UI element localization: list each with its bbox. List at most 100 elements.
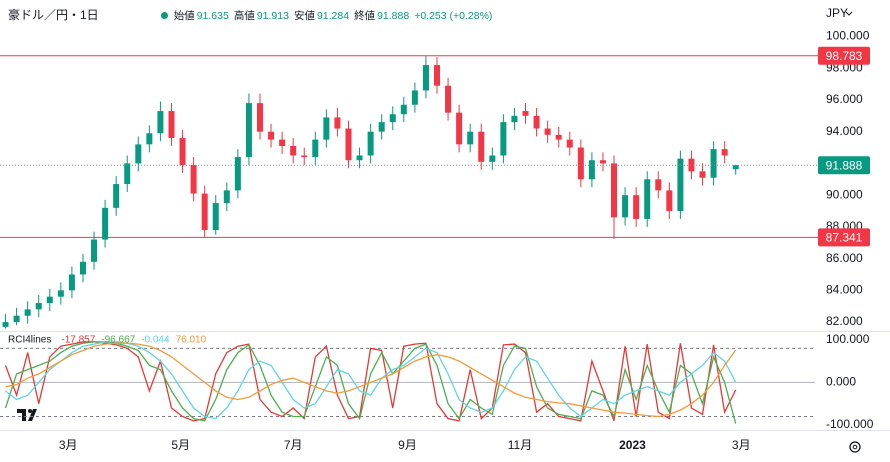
candle-body: [179, 138, 186, 165]
candle-body: [422, 65, 429, 91]
y-tick-label: 94.000: [826, 124, 863, 138]
candle-body: [113, 184, 120, 208]
y-tick-label: 100.000: [826, 29, 870, 43]
candle-body: [500, 122, 507, 156]
candle-body: [334, 117, 341, 129]
candle-body: [13, 315, 20, 323]
tv-logo: [17, 409, 37, 421]
rci-line: [5, 342, 737, 418]
candle-body: [445, 85, 452, 113]
candle-body: [190, 165, 197, 194]
candle-body: [234, 157, 241, 191]
rci-line: [4, 341, 737, 424]
candle-body: [655, 179, 662, 191]
candle-body: [356, 155, 363, 161]
candle-body: [400, 104, 407, 115]
candle-body: [544, 128, 551, 135]
level-tag: [818, 228, 870, 247]
x-tick-label: 9月: [398, 438, 417, 452]
change-label: +0.253 (+0.28%): [414, 10, 493, 22]
indicator-value: -96.667: [101, 335, 135, 346]
candle-body: [666, 190, 673, 212]
candle-body: [57, 290, 64, 297]
candle-body: [256, 103, 263, 132]
candle-body: [168, 111, 175, 139]
indicator-title: RCI4lines: [8, 335, 51, 346]
candle-body: [367, 131, 374, 156]
indicator-value: 76.010: [176, 335, 207, 346]
candle-body: [533, 115, 540, 129]
candle-body: [522, 111, 529, 116]
header: 豪ドル／円・1日 始値 91.635 高値 91.913 安値 91.284 終値 91.888…: [8, 6, 497, 23]
candle-body: [79, 261, 86, 275]
level-label: 98.783: [826, 49, 863, 63]
x-tick-label: 11月: [508, 438, 532, 452]
last-price-label: 91.888: [826, 158, 863, 172]
candle-body: [588, 160, 595, 180]
candle-body: [644, 179, 651, 219]
x-tick-label: 5月: [171, 438, 190, 452]
level-label: 87.341: [826, 231, 863, 245]
candle-body: [511, 115, 518, 123]
y-tick-label: 96.000: [826, 92, 863, 106]
candle-body: [24, 309, 31, 316]
candle-body: [732, 165, 739, 170]
indicator-value: -0.044: [141, 335, 170, 346]
ohlc-value: 91.284: [316, 10, 350, 22]
indicator-value: -17.857: [61, 335, 95, 346]
candle-body: [91, 239, 98, 262]
candle-body: [478, 131, 485, 162]
candle-body: [434, 65, 441, 86]
candle-body: [467, 131, 474, 145]
ohlc-label: 終値: [354, 10, 376, 22]
candle-body: [633, 195, 640, 219]
last-price-tag: [818, 156, 870, 175]
candle-body: [268, 131, 275, 140]
ohlc-value: 91.635: [196, 10, 229, 22]
candle-body: [710, 149, 717, 178]
candle-body: [102, 207, 109, 240]
chart-title: 豪ドル／円・1日: [8, 8, 99, 22]
candle-body: [46, 296, 53, 304]
candle-body: [721, 149, 728, 156]
x-tick-label: 3月: [59, 438, 78, 452]
level-tag: [818, 46, 870, 65]
candle-body: [555, 134, 562, 140]
candle-body: [223, 190, 230, 204]
y-tick-label: 90.000: [826, 187, 863, 201]
candle-body: [699, 171, 706, 178]
y-tick-label: 84.000: [826, 283, 863, 297]
candle-body: [489, 155, 496, 162]
candle-body: [389, 114, 396, 123]
candle-body: [688, 158, 695, 172]
ohlc-label: 始値: [173, 10, 195, 22]
candle-body: [312, 139, 319, 158]
candle-body: [323, 117, 330, 140]
ohlc-value: 91.913: [256, 10, 289, 22]
currency-caret: [845, 11, 853, 16]
x-tick-label: 3月: [732, 438, 751, 452]
currency-label: JPY: [826, 6, 848, 20]
y-tick-label: 82.000: [826, 314, 863, 328]
candle-body: [212, 203, 219, 231]
status-dot: [160, 12, 168, 19]
candle-body: [599, 160, 606, 164]
ohlc-label: 安値: [293, 10, 315, 22]
candle-body: [290, 145, 297, 156]
candle-body: [378, 122, 385, 132]
candle-body: [146, 133, 153, 145]
candle-body: [456, 112, 463, 145]
candle-body: [301, 155, 308, 158]
candle-body: [566, 139, 573, 148]
plot-bg: [0, 0, 815, 462]
candle-body: [577, 147, 584, 180]
candle-body: [35, 303, 42, 310]
settings-icon[interactable]: [849, 441, 861, 453]
y-tick-label: 86.000: [826, 251, 863, 265]
candle-body: [201, 193, 208, 231]
rci-line: [4, 341, 737, 422]
candle-body: [677, 158, 684, 212]
candle-body: [411, 90, 418, 105]
